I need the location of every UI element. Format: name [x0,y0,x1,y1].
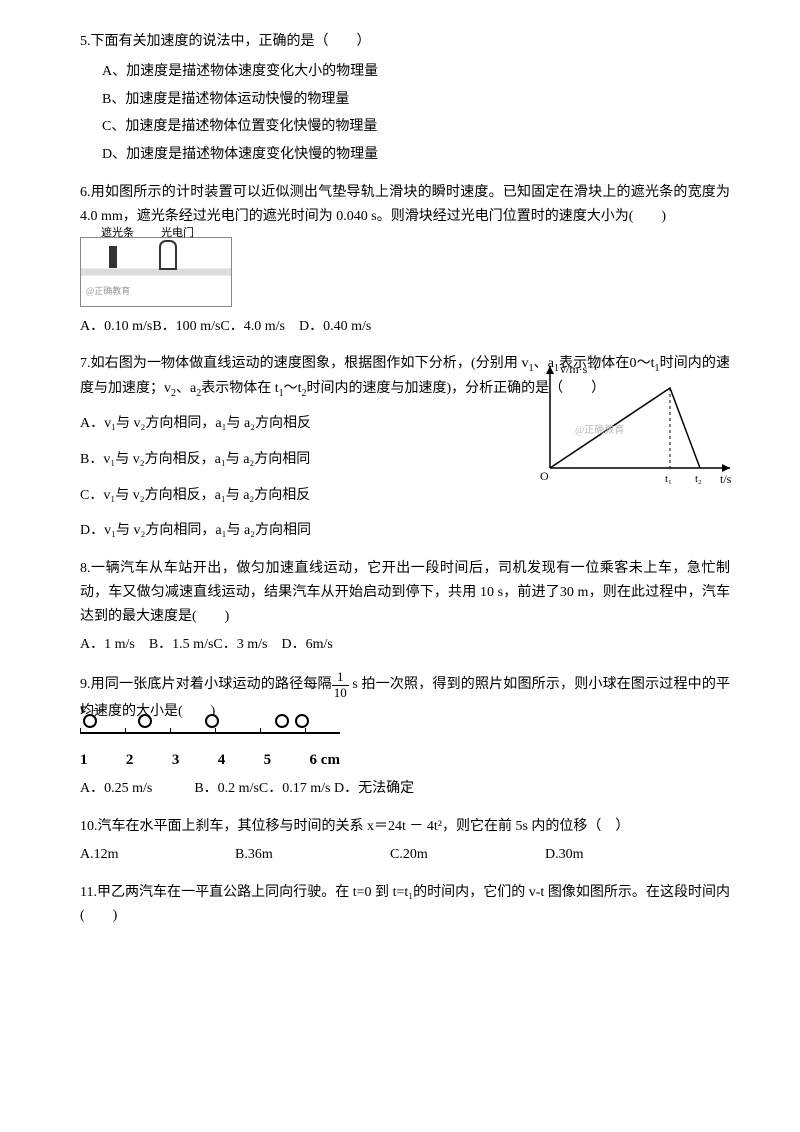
q7-t1: t₁ [665,473,672,485]
question-11: 11.甲乙两汽车在一平直公路上同向行驶。在 t=0 到 t=t₁的时间内，它们的… [80,881,730,929]
question-9: 9.用同一张底片对着小球运动的路径每隔110 s 拍一次照，得到的照片如图所示，… [80,670,730,801]
q7-opt-b: B．v₁与 v₂方向相反，a₁与 a₂方向相同 [80,448,510,472]
q7-opt-a: A．v₁与 v₂方向相同，a₁与 a₂方向相反 [80,412,510,436]
q9-figure: v → 1 2 3 4 5 6 cm [80,732,340,774]
q6-stem: 6.用如图所示的计时装置可以近似测出气垫导轨上滑块的瞬时速度。已知固定在滑块上的… [80,181,730,229]
q7-opt-d: D．v₁与 v₂方向相同，a₁与 a₂方向相同 [80,519,510,543]
question-6: 6.用如图所示的计时装置可以近似测出气垫导轨上滑块的瞬时速度。已知固定在滑块上的… [80,181,730,338]
q7-xlabel: t/s [720,472,732,486]
svg-text:O: O [540,469,549,483]
q7-t2: t₂ [695,473,702,485]
q5-stem: 5.下面有关加速度的说法中，正确的是（ ） [80,30,730,54]
question-10: 10.汽车在水平面上刹车，其位移与时间的关系 x＝24t － 4t²，则它在前 … [80,815,730,867]
q6-fig-label-1: 遮光条 [101,224,134,243]
q6-figure: 遮光条 光电门 @正确教育 [80,237,232,307]
q5-options: A、加速度是描述物体速度变化大小的物理量 B、加速度是描述物体运动快慢的物理量 … [80,60,730,167]
q10-opt-b: B.36m [235,843,390,867]
q7-watermark: @正确教育 [575,423,624,436]
question-7: 7.如右图为一物体做直线运动的速度图象，根据图作如下分析，(分别用 v1、a1表… [80,352,730,543]
q10-opt-a: A.12m [80,843,235,867]
q5-opt-b: B、加速度是描述物体运动快慢的物理量 [102,88,730,112]
q9-ruler-numbers: 1 2 3 4 5 6 cm [80,748,340,774]
q8-stem: 8.一辆汽车从车站开出，做匀加速直线运动，它开出一段时间后，司机发现有一位乘客未… [80,557,730,628]
question-5: 5.下面有关加速度的说法中，正确的是（ ） A、加速度是描述物体速度变化大小的物… [80,30,730,167]
q10-stem: 10.汽车在水平面上刹车，其位移与时间的关系 x＝24t － 4t²，则它在前 … [80,815,730,839]
q5-opt-c: C、加速度是描述物体位置变化快慢的物理量 [102,115,730,139]
q9-options: A．0.25 m/s B．0.2 m/sC．0.17 m/s D．无法确定 [80,777,730,801]
q7-vt-graph: v/m·s⁻¹ t/s O t₁ t₂ @正确教育 [530,358,740,488]
q10-opt-c: C.20m [390,843,545,867]
q10-options: A.12m B.36m C.20m D.30m [80,843,700,867]
q5-opt-a: A、加速度是描述物体速度变化大小的物理量 [102,60,730,84]
q5-opt-d: D、加速度是描述物体速度变化快慢的物理量 [102,143,730,167]
q7-options: A．v₁与 v₂方向相同，a₁与 a₂方向相反 B．v₁与 v₂方向相反，a₁与… [80,408,510,543]
q8-options: A．1 m/s B．1.5 m/sC．3 m/s D．6m/s [80,633,730,657]
q6-options: A．0.10 m/sB．100 m/sC．4.0 m/s D．0.40 m/s [80,315,730,339]
q10-opt-d: D.30m [545,843,700,867]
q7-opt-c: C．v₁与 v₂方向相反，a₁与 a₂方向相反 [80,484,510,508]
q9-stem: 9.用同一张底片对着小球运动的路径每隔110 s 拍一次照，得到的照片如图所示，… [80,670,730,723]
q7-ylabel: v/m·s⁻¹ [560,362,598,376]
q11-stem: 11.甲乙两汽车在一平直公路上同向行驶。在 t=0 到 t=t₁的时间内，它们的… [80,881,730,929]
question-8: 8.一辆汽车从车站开出，做匀加速直线运动，它开出一段时间后，司机发现有一位乘客未… [80,557,730,656]
